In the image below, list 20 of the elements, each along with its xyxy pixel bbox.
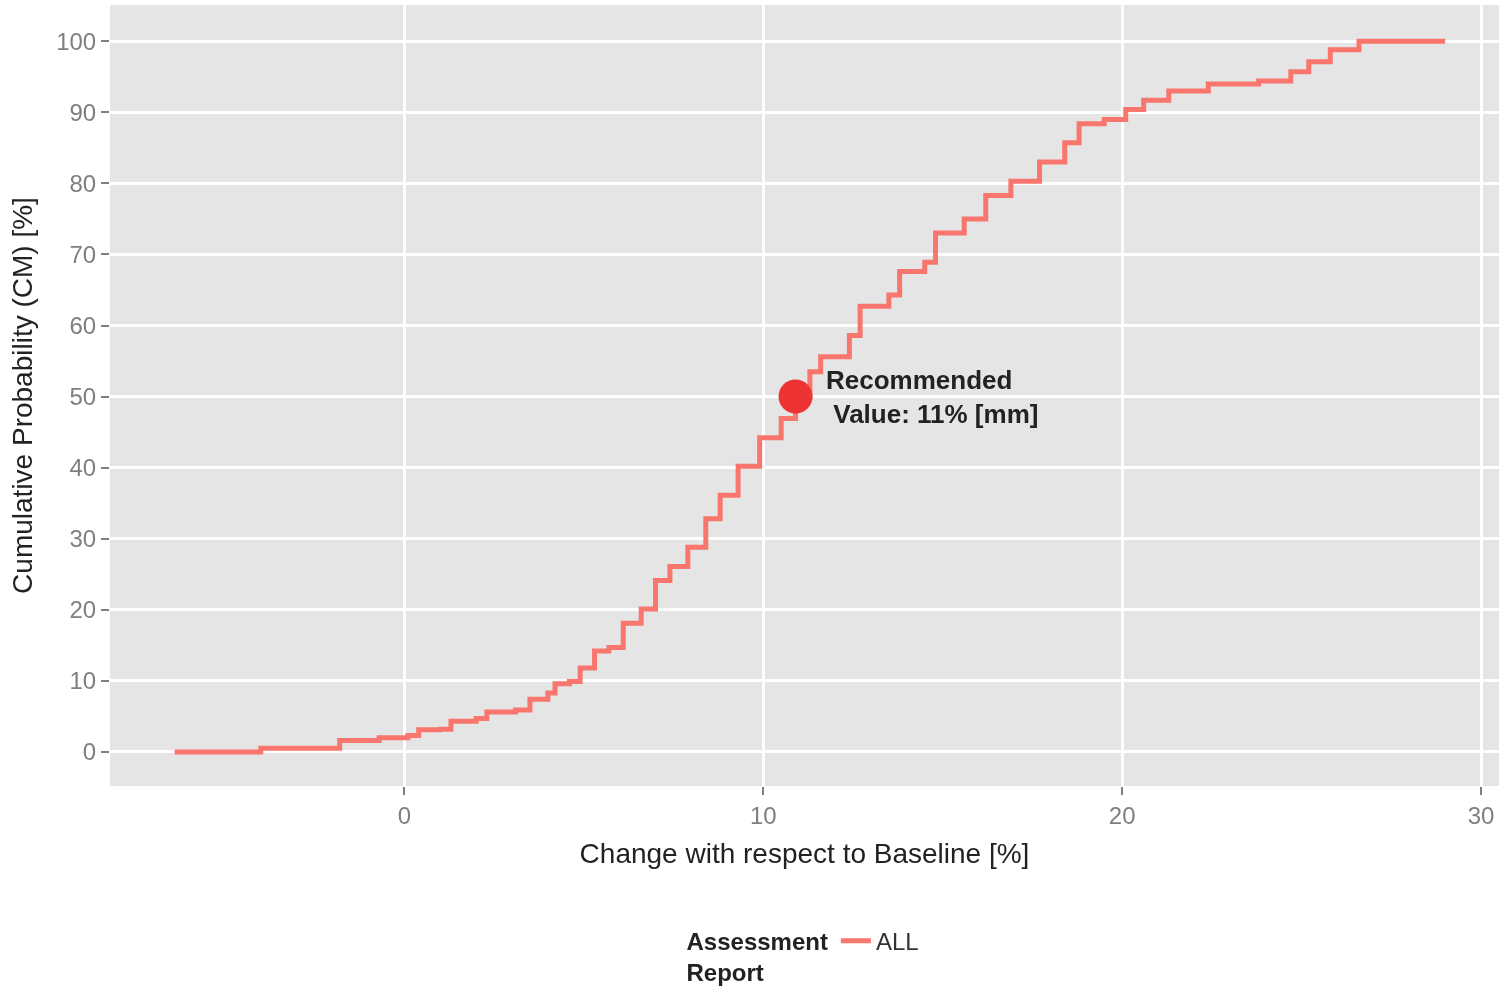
y-tick-label: 60 xyxy=(69,311,97,339)
y-tick-label: 80 xyxy=(69,169,97,197)
x-tick-label: 10 xyxy=(749,801,777,829)
y-tick-label: 90 xyxy=(69,98,97,126)
y-tick-label: 70 xyxy=(69,240,97,268)
y-tick-label: 10 xyxy=(69,667,97,695)
y-tick-label: 40 xyxy=(69,454,97,482)
x-axis-title: Change with respect to Baseline [%] xyxy=(579,837,1030,869)
x-tick-label: 30 xyxy=(1467,801,1495,829)
y-axis-title: Cumulative Probability (CM) [%] xyxy=(6,197,38,594)
y-tick-label: 50 xyxy=(69,382,97,410)
x-tick-label: 20 xyxy=(1108,801,1136,829)
legend-title: Assessment Report xyxy=(686,927,828,987)
annotation: Recommended Value: 11% [mm] xyxy=(826,365,1039,429)
y-tick-label: 30 xyxy=(69,525,97,553)
legend-label: ALL xyxy=(875,928,919,956)
y-tick-label: 0 xyxy=(82,738,97,766)
y-tick-label: 100 xyxy=(56,27,97,55)
y-tick-label: 20 xyxy=(69,596,97,624)
x-tick-label: 0 xyxy=(397,801,411,829)
